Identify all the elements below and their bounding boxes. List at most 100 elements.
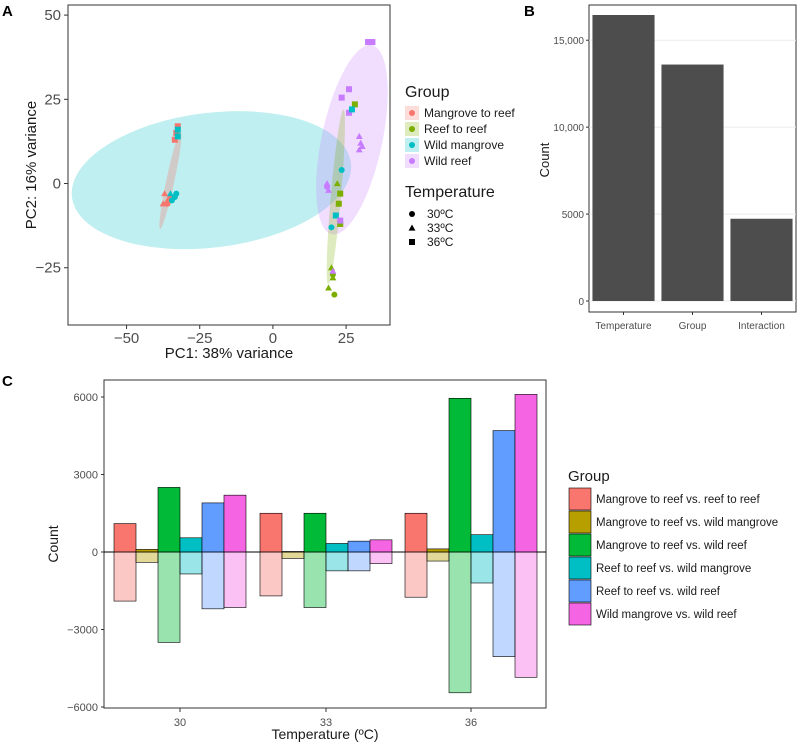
data-point bbox=[325, 284, 332, 291]
bar-interaction bbox=[730, 218, 793, 301]
legend-key-c-mr-wr bbox=[568, 533, 592, 557]
data-point bbox=[167, 190, 174, 197]
x-tick-label: Interaction bbox=[738, 321, 785, 332]
bar-up-c-mr-rr bbox=[404, 512, 428, 553]
bar-down-c-mr-rr bbox=[259, 551, 283, 597]
bar-down-c-mr-rr bbox=[113, 551, 137, 602]
legend-label: Wild mangrove bbox=[424, 138, 504, 152]
bar-down-c-mr-rr bbox=[404, 551, 428, 598]
legend-label: Mangrove to reef vs. wild mangrove bbox=[596, 517, 778, 529]
data-point bbox=[333, 180, 341, 187]
data-point bbox=[328, 224, 335, 231]
data-point bbox=[346, 86, 353, 93]
data-point bbox=[329, 267, 337, 274]
y-tick-label: 15,000 bbox=[553, 36, 584, 47]
data-point bbox=[331, 291, 338, 298]
x-tick-label: −25 bbox=[187, 330, 212, 347]
confidence-ellipse-wild-mangrove bbox=[71, 111, 352, 250]
legend-label: Wild reef bbox=[424, 154, 472, 168]
bar-down-c-mr-wm bbox=[426, 551, 450, 562]
legend-label: Mangrove to reef vs. wild reef bbox=[596, 540, 748, 552]
legend-group-title: Group bbox=[405, 84, 450, 101]
bar-down-c-mr-wr bbox=[448, 551, 472, 694]
data-point bbox=[335, 200, 342, 207]
y-tick-label: 25 bbox=[44, 91, 61, 108]
x-tick-label: 36 bbox=[465, 717, 477, 729]
data-point bbox=[324, 183, 331, 190]
bar-group bbox=[661, 64, 724, 301]
comparison-y-axis-label: Count bbox=[45, 525, 61, 562]
bar-down-c-rr-wm bbox=[179, 551, 203, 575]
panel-label-b: B bbox=[524, 3, 535, 20]
data-point bbox=[168, 197, 175, 204]
bar-up-c-rr-wm bbox=[470, 534, 494, 553]
y-tick-label: 5000 bbox=[562, 210, 585, 221]
bar-up-c-mr-rr bbox=[259, 512, 283, 553]
y-tick-label: 0 bbox=[578, 297, 584, 308]
x-tick-label: Group bbox=[679, 321, 707, 332]
data-point bbox=[338, 94, 345, 101]
bar-up-c-rr-wm bbox=[325, 543, 349, 553]
data-point bbox=[355, 132, 363, 139]
data-point bbox=[325, 186, 332, 193]
bar-up-c-wm-wr bbox=[223, 494, 247, 553]
y-tick-label: 6000 bbox=[74, 392, 98, 404]
bar-down-c-wm-wr bbox=[514, 551, 538, 678]
data-point bbox=[174, 126, 181, 133]
y-tick-label: 0 bbox=[92, 547, 98, 559]
bar-down-c-wm-wr bbox=[223, 551, 247, 608]
legend-key-c-rr-wr bbox=[568, 579, 592, 603]
legend-label: 33ºC bbox=[427, 221, 454, 235]
panel-label-a: A bbox=[2, 3, 13, 20]
data-point bbox=[337, 220, 344, 227]
comparison-bar-panel: −6000 −3000 0 3000 6000 30 33 36 Temperature (º… bbox=[45, 379, 778, 742]
bar-up-c-mr-wr bbox=[157, 487, 181, 553]
data-point bbox=[369, 39, 376, 46]
data-point bbox=[164, 200, 171, 207]
x-tick-label: 33 bbox=[320, 717, 332, 729]
bar-up-c-mr-rr bbox=[113, 523, 137, 553]
confidence-ellipse-reef-to-reef bbox=[326, 109, 346, 285]
bar-down-c-rr-wr bbox=[492, 551, 516, 657]
bar-up-c-mr-wm bbox=[426, 548, 450, 553]
legend-label: Wild mangrove vs. wild reef bbox=[596, 609, 737, 621]
pca-y-axis-label: PC2: 16% variance bbox=[23, 101, 40, 229]
y-tick-label: 3000 bbox=[74, 470, 98, 482]
data-point bbox=[173, 190, 180, 197]
bar-up-c-wm-wr bbox=[514, 394, 538, 553]
data-point bbox=[174, 133, 181, 140]
bar-up-c-wm-wr bbox=[369, 539, 393, 553]
legend-point-reef-to-reef bbox=[409, 126, 415, 132]
legend-label: Reef to reef bbox=[424, 122, 487, 136]
data-point bbox=[338, 167, 345, 174]
y-tick-label: −6000 bbox=[67, 702, 98, 714]
bar-down-c-mr-wm bbox=[281, 551, 305, 559]
bar-up-c-mr-wm bbox=[135, 549, 159, 553]
data-point bbox=[174, 123, 181, 130]
bar-down-c-mr-wr bbox=[157, 551, 181, 643]
legend-shape-triangle bbox=[408, 224, 416, 231]
data-point bbox=[355, 146, 363, 153]
data-point bbox=[337, 190, 344, 197]
y-tick-label: 50 bbox=[44, 7, 61, 24]
data-point bbox=[348, 106, 355, 113]
pca-scatter-panel: −50 −25 0 25 −25 0 25 50 PC1: 38% variance PC2:… bbox=[23, 4, 515, 362]
legend-label: Reef to reef vs. wild reef bbox=[596, 586, 721, 598]
y-tick-label: 0 bbox=[53, 176, 61, 193]
x-tick-label: 0 bbox=[269, 330, 277, 347]
legend-key-c-mr-rr bbox=[568, 487, 592, 511]
bar-down-c-wm-wr bbox=[369, 551, 393, 564]
pca-x-axis-label: PC1: 38% variance bbox=[165, 345, 293, 362]
bar-up-c-mr-wr bbox=[448, 397, 472, 553]
count-y-axis-label: Count bbox=[537, 142, 552, 177]
data-point bbox=[161, 190, 169, 197]
data-point bbox=[351, 101, 358, 108]
data-point bbox=[173, 130, 180, 136]
x-tick-label: Temperature bbox=[595, 321, 652, 332]
legend-point-mangrove-to-reef bbox=[409, 110, 415, 116]
legend-key-c-mr-wm bbox=[568, 510, 592, 534]
panel-label-c: C bbox=[2, 373, 13, 390]
data-point bbox=[332, 212, 339, 219]
bar-up-c-rr-wr bbox=[492, 430, 516, 553]
